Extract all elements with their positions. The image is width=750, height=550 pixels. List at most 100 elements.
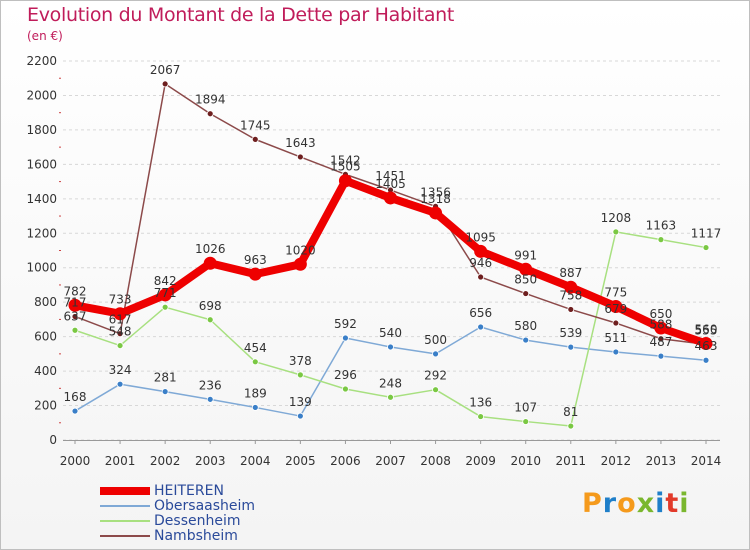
y-tick-label: 1400	[26, 192, 57, 206]
y-tick-label: 800	[34, 295, 57, 309]
data-point-obersaasheim	[702, 356, 710, 364]
x-tick-label: 2010	[510, 454, 541, 468]
data-point-obersaasheim	[161, 388, 169, 395]
data-point-dessenheim	[296, 371, 304, 379]
data-label: 775	[604, 285, 627, 299]
data-point-obersaasheim	[342, 334, 349, 342]
data-label: 733	[109, 293, 132, 307]
data-label: 555	[695, 323, 718, 337]
data-point-nambsheim	[71, 313, 79, 320]
data-point-heiteren	[474, 244, 488, 258]
data-point-obersaasheim	[657, 352, 665, 360]
data-label: 650	[649, 307, 672, 321]
data-label: 963	[244, 253, 267, 267]
data-label: 1356	[420, 185, 451, 199]
y-tick-label: 1800	[26, 123, 57, 137]
data-label: 717	[64, 295, 87, 309]
x-tick-label: 2014	[691, 454, 722, 468]
y-tick-label: 1600	[26, 157, 57, 171]
data-label: 511	[604, 331, 627, 345]
data-label: 487	[649, 335, 672, 349]
legend-label: HEITEREN	[154, 483, 224, 499]
data-label: 1745	[240, 118, 271, 132]
data-point-dessenheim	[161, 303, 169, 311]
data-point-dessenheim	[71, 326, 79, 334]
data-point-dessenheim	[251, 358, 259, 366]
data-label: 617	[109, 313, 132, 327]
data-point-heiteren	[68, 298, 82, 312]
data-label: 1318	[420, 192, 451, 206]
legend-swatch	[100, 535, 150, 537]
data-point-heiteren	[429, 206, 443, 220]
data-label: 782	[64, 284, 87, 298]
logo-letter: i	[679, 488, 690, 519]
data-label: 324	[109, 363, 132, 377]
data-point-heiteren	[699, 337, 713, 351]
logo-letter: t	[665, 488, 680, 519]
data-label: 168	[64, 390, 87, 404]
data-point-nambsheim	[251, 135, 259, 143]
legend-swatch	[100, 487, 150, 495]
legend-label: Nambsheim	[154, 528, 238, 544]
data-point-obersaasheim	[296, 412, 304, 420]
data-point-dessenheim	[522, 418, 530, 425]
legend-label: Obersaasheim	[154, 498, 256, 514]
y-tick-label: 1000	[26, 261, 57, 275]
data-point-obersaasheim	[116, 380, 124, 388]
data-label: 1451	[375, 169, 406, 183]
chart-subtitle: (en €)	[27, 29, 63, 43]
x-tick-label: 2002	[150, 454, 181, 468]
data-label: 500	[424, 333, 447, 347]
data-point-nambsheim	[477, 273, 485, 281]
x-tick-label: 2009	[465, 454, 496, 468]
logo-letter: P	[582, 488, 603, 519]
data-label: 2067	[150, 63, 181, 77]
data-point-obersaasheim	[251, 404, 259, 411]
data-point-heiteren	[113, 307, 127, 321]
data-point-dessenheim	[657, 236, 665, 244]
data-label: 1505	[330, 160, 361, 174]
data-point-nambsheim	[296, 153, 304, 161]
data-label: 946	[469, 256, 492, 270]
y-tick-label: 0	[49, 433, 57, 447]
data-label: 454	[244, 341, 267, 355]
y-tick-label: 1200	[26, 226, 57, 240]
data-point-obersaasheim	[432, 350, 439, 358]
data-label: 236	[199, 378, 222, 392]
y-tick-label: 2000	[26, 88, 57, 102]
data-point-dessenheim	[612, 228, 620, 236]
data-label: 463	[695, 339, 718, 353]
x-tick-label: 2003	[195, 454, 226, 468]
data-label: 1542	[330, 153, 361, 167]
data-label: 1020	[285, 243, 316, 257]
data-label: 81	[563, 405, 578, 419]
data-point-heiteren	[564, 280, 578, 294]
logo-letter: o	[617, 488, 637, 519]
data-label: 1026	[195, 242, 226, 256]
x-tick-label: 2012	[601, 454, 632, 468]
data-point-dessenheim	[342, 385, 349, 393]
data-point-heiteren	[203, 256, 217, 270]
data-point-heiteren	[654, 321, 668, 335]
data-point-nambsheim	[161, 80, 169, 88]
data-point-dessenheim	[206, 316, 214, 324]
legend-swatch	[100, 520, 150, 522]
y-tick-label: 400	[34, 364, 57, 378]
data-label: 189	[244, 386, 267, 400]
data-point-dessenheim	[702, 244, 710, 251]
data-label: 296	[334, 368, 357, 382]
data-label: 248	[379, 376, 402, 390]
data-label: 656	[469, 306, 492, 320]
data-point-obersaasheim	[71, 407, 79, 415]
data-point-heiteren	[609, 299, 623, 313]
data-label: 1894	[195, 93, 226, 107]
data-label: 378	[289, 354, 312, 368]
data-label: 560	[695, 323, 718, 337]
x-tick-label: 2001	[105, 454, 136, 468]
data-label: 281	[154, 371, 177, 385]
x-tick-label: 2008	[420, 454, 451, 468]
data-label: 771	[154, 286, 177, 300]
data-point-heiteren	[158, 288, 172, 302]
data-point-dessenheim	[116, 342, 124, 349]
data-label: 1117	[691, 227, 722, 241]
